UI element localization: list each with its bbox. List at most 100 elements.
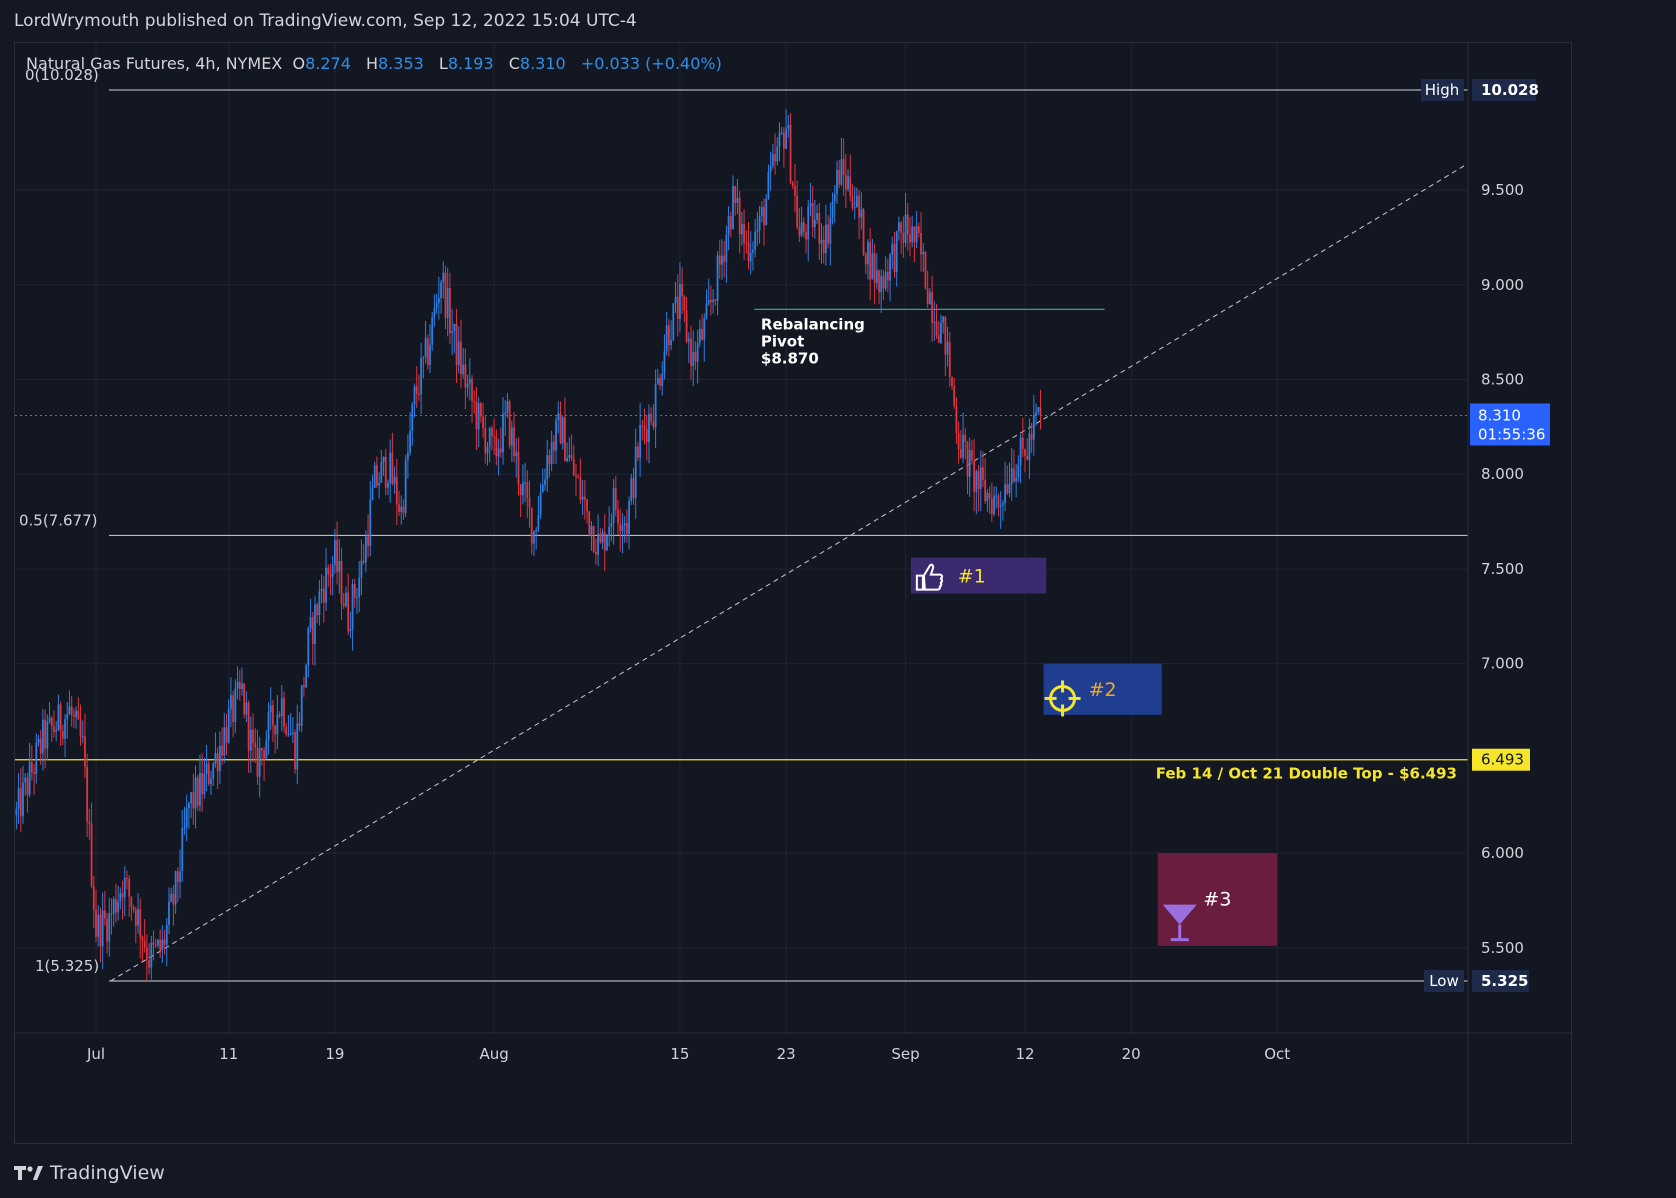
candle-body <box>411 404 414 431</box>
candle-body <box>139 909 142 938</box>
candle-body <box>922 251 925 255</box>
candle-body <box>174 871 177 905</box>
tradingview-brand[interactable]: TradingView <box>14 1162 165 1184</box>
candle-body <box>827 224 830 244</box>
candle-body <box>886 271 889 281</box>
candle-body <box>110 913 113 915</box>
candle-body <box>541 484 544 493</box>
candle-body <box>163 939 166 945</box>
candle-body <box>170 893 173 902</box>
candle-body <box>599 533 602 543</box>
candle-body <box>517 451 520 485</box>
candles <box>15 109 1042 983</box>
chart-frame[interactable]: 0(10.028) 0.5(7.677) 1(5.325) Feb 14 / Oct … <box>14 42 1573 1145</box>
candle-body <box>484 428 487 454</box>
candle-body <box>818 212 821 244</box>
candle-body <box>690 338 692 366</box>
candle-body <box>906 214 909 235</box>
candle-body <box>732 185 734 230</box>
candle-body <box>473 400 476 403</box>
candle-body <box>232 695 235 723</box>
candle-body <box>358 577 361 597</box>
candle-body <box>75 711 77 717</box>
candle-body <box>721 255 723 265</box>
candle-body <box>665 325 668 352</box>
candle-body <box>564 417 566 462</box>
candle-body <box>225 727 228 743</box>
candle-body <box>1032 414 1035 440</box>
candle-body <box>577 476 580 478</box>
candle-body <box>356 596 358 598</box>
candle-body <box>451 331 454 334</box>
candle-body <box>188 803 190 809</box>
candle-body <box>402 506 405 513</box>
candle-body <box>654 384 657 428</box>
candle-body <box>311 617 314 644</box>
glass-bowl <box>1162 904 1197 925</box>
candle-body <box>298 723 301 726</box>
price-tick-label: 7.500 <box>1481 560 1524 578</box>
candle-body <box>756 230 759 232</box>
candle-body <box>117 901 120 913</box>
candle-body <box>475 402 478 430</box>
candle-body <box>444 272 447 318</box>
candle-body <box>725 235 728 263</box>
candle-body <box>307 628 310 666</box>
candle-body <box>499 448 502 453</box>
candle-body <box>415 386 418 395</box>
candle-body <box>526 482 529 498</box>
low-tag-label: Low <box>1429 972 1459 990</box>
candle-body <box>1019 437 1022 466</box>
candle-body <box>103 910 106 919</box>
candle-body <box>533 531 535 544</box>
candle-body <box>557 413 560 421</box>
candle-body <box>351 583 354 629</box>
candle-body <box>696 342 699 362</box>
price-chart[interactable]: 0(10.028) 0.5(7.677) 1(5.325) Feb 14 / Oct … <box>15 43 1573 1145</box>
candle-body <box>754 231 757 250</box>
candle-body <box>977 471 980 489</box>
candle-body <box>437 298 440 304</box>
candle-body <box>645 428 648 443</box>
candle-body <box>57 704 60 731</box>
candle-body <box>951 376 953 387</box>
candle-body <box>70 706 73 716</box>
brand-name: TradingView <box>50 1162 165 1184</box>
candle-body <box>249 729 252 751</box>
candle-body <box>1004 484 1006 504</box>
close-value: 8.310 <box>519 54 566 73</box>
candle-body <box>462 364 465 374</box>
candle-body <box>24 777 27 783</box>
candle-body <box>464 364 467 388</box>
candle-body <box>243 683 246 715</box>
symbol-name: Natural Gas Futures, 4h, NYMEX <box>26 54 283 73</box>
fib-levels: 0(10.028) 0.5(7.677) 1(5.325) Feb 14 / Oct … <box>15 66 1469 982</box>
candle-body <box>650 414 653 422</box>
candle-body <box>603 532 606 551</box>
candle-body <box>948 342 951 377</box>
candle-body <box>643 425 646 429</box>
candle-body <box>1030 433 1033 440</box>
candle-body <box>838 169 841 185</box>
candle-body <box>537 515 540 530</box>
pivot-label-1: Rebalancing <box>761 315 865 333</box>
candle-body <box>758 215 761 231</box>
candle-body <box>652 421 655 428</box>
candle-body <box>393 476 396 484</box>
candle-body <box>716 255 719 301</box>
candle-body <box>59 704 62 731</box>
candle-body <box>776 146 779 162</box>
candle-body <box>168 901 170 926</box>
candle-body <box>889 254 891 281</box>
tradingview-logo-icon <box>14 1166 43 1180</box>
candle-body <box>72 715 75 717</box>
candle-body <box>634 446 637 499</box>
candle-body <box>692 351 695 366</box>
candle-body <box>280 697 283 717</box>
candle-body <box>530 507 533 544</box>
pivot-label-2: Pivot <box>761 332 804 350</box>
candle-body <box>729 216 732 230</box>
candle-body <box>263 750 266 759</box>
candle-body <box>535 529 538 532</box>
high-tag-bg <box>1421 79 1464 101</box>
